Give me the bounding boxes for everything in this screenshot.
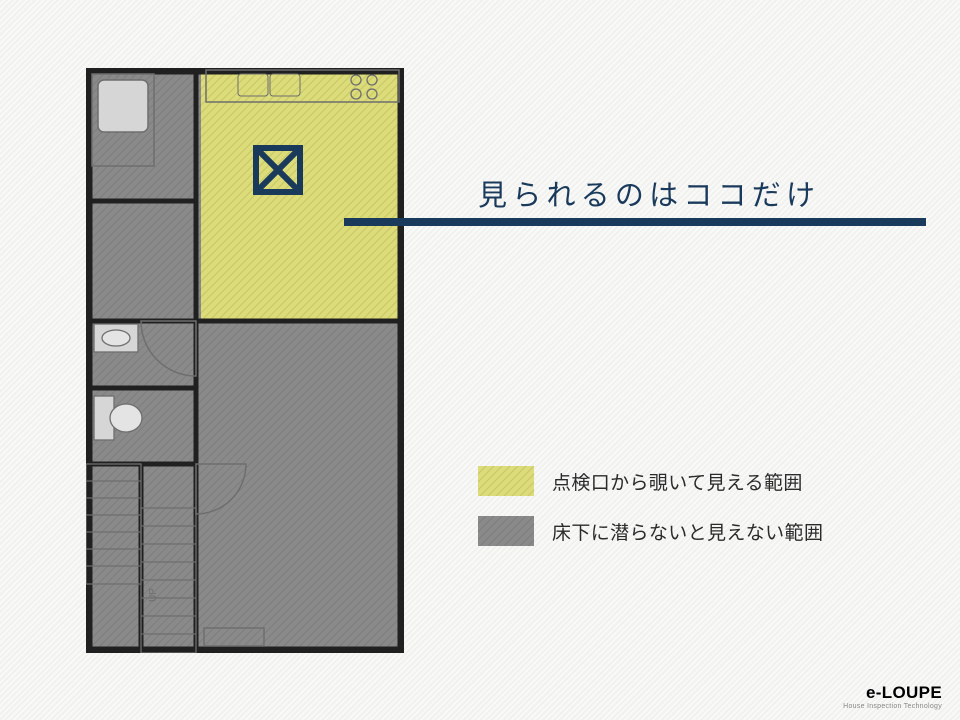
legend-label-visible: 点検口から覗いて見える範囲 — [552, 468, 803, 495]
logo-tagline: House Inspection Technology — [843, 703, 942, 710]
legend-label-hidden: 床下に潜らないと見えない範囲 — [552, 518, 823, 545]
legend-item-visible: 点検口から覗いて見える範囲 — [478, 466, 803, 496]
legend-swatch-gray — [478, 516, 534, 546]
legend-item-hidden: 床下に潜らないと見えない範囲 — [478, 516, 823, 546]
logo-brand: e-LOUPE — [843, 683, 942, 703]
heading-rule — [0, 0, 960, 720]
legend-swatch-yellow — [478, 466, 534, 496]
footer-logo: e-LOUPE House Inspection Technology — [843, 683, 942, 710]
